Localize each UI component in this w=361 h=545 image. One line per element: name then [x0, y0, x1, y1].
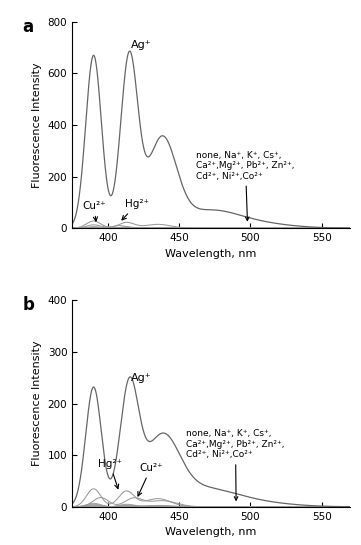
Text: Hg²⁺: Hg²⁺: [98, 458, 122, 488]
Text: none, Na⁺, K⁺, Cs⁺,
Ca²⁺,Mg²⁺, Pb²⁺, Zn²⁺,
Cd²⁺, Ni²⁺,Co²⁺: none, Na⁺, K⁺, Cs⁺, Ca²⁺,Mg²⁺, Pb²⁺, Zn²…: [186, 429, 285, 500]
Text: b: b: [22, 296, 34, 314]
Text: a: a: [22, 17, 33, 35]
Text: Ag⁺: Ag⁺: [131, 373, 151, 383]
Text: Cu²⁺: Cu²⁺: [138, 463, 163, 496]
X-axis label: Wavelength, nm: Wavelength, nm: [165, 527, 257, 537]
Text: Cu²⁺: Cu²⁺: [82, 201, 106, 221]
Y-axis label: Fluorescence Intensity: Fluorescence Intensity: [32, 62, 42, 188]
Text: Ag⁺: Ag⁺: [131, 40, 151, 50]
Text: none, Na⁺, K⁺, Cs⁺,
Ca²⁺,Mg²⁺, Pb²⁺, Zn²⁺,
Cd²⁺, Ni²⁺,Co²⁺: none, Na⁺, K⁺, Cs⁺, Ca²⁺,Mg²⁺, Pb²⁺, Zn²…: [196, 151, 295, 221]
Y-axis label: Fluorescence Intensity: Fluorescence Intensity: [32, 341, 42, 467]
X-axis label: Wavelength, nm: Wavelength, nm: [165, 249, 257, 259]
Text: Hg²⁺: Hg²⁺: [122, 199, 149, 220]
